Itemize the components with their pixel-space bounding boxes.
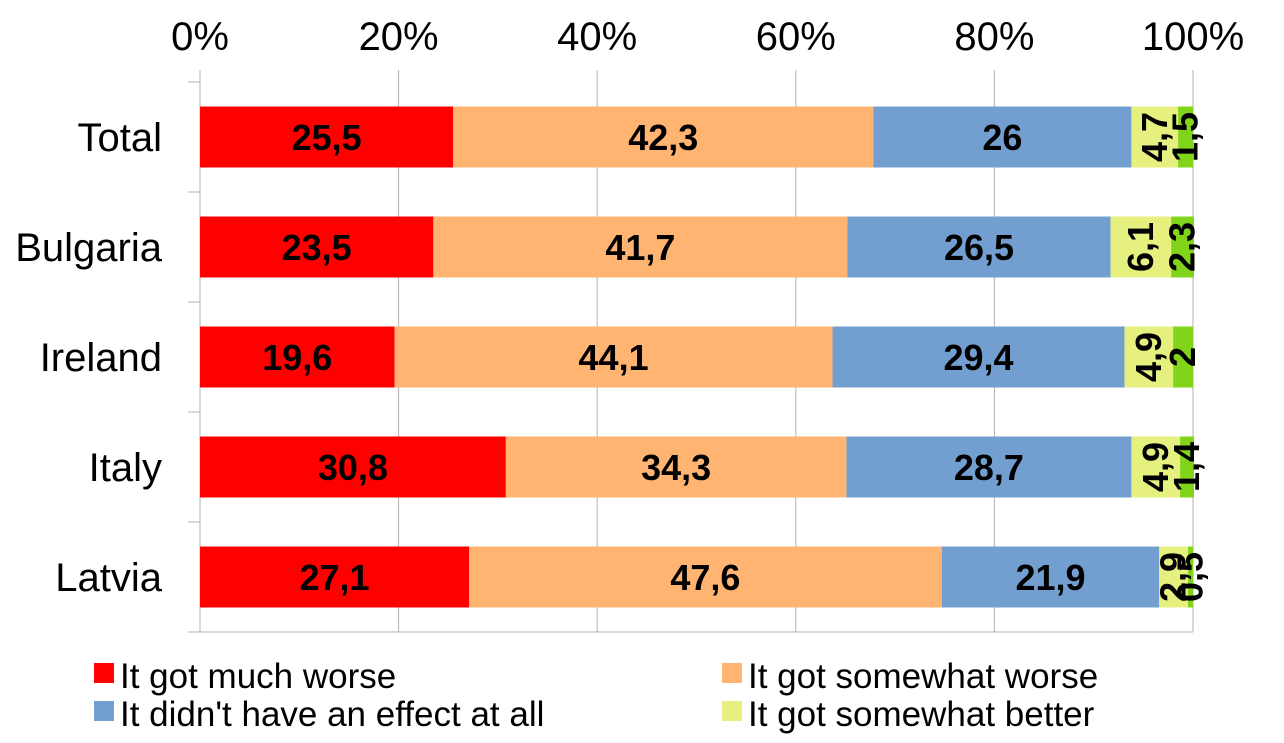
bar-data-label: 42,3: [628, 117, 698, 158]
bar-segment: [941, 546, 1160, 608]
category-label: Ireland: [40, 336, 162, 380]
bar-segment: [433, 216, 848, 278]
legend-swatch: [94, 701, 114, 721]
bar-segment: [200, 106, 454, 168]
legend: It got much worse It got somewhat worseIt…: [94, 657, 1098, 734]
x-tick-label: 100%: [1142, 15, 1244, 59]
bar-data-label: 1,5: [1165, 112, 1206, 162]
bar-segment: [1131, 106, 1179, 168]
bar-data-label: 2: [1162, 347, 1203, 367]
legend-swatch: [94, 663, 114, 683]
bar-data-label: 25,5: [292, 117, 362, 158]
legend-label: It didn't have an effect at all: [120, 695, 544, 734]
bar-data-label: 34,3: [641, 447, 711, 488]
legend-label: It got much worse: [120, 657, 396, 696]
x-tick-label: 60%: [756, 15, 836, 59]
category-label: Bulgaria: [15, 226, 163, 270]
bar-segment: [847, 216, 1111, 278]
bar-segment: [1124, 326, 1174, 388]
bar-data-label: 4,9: [1135, 442, 1176, 492]
bar-data-label: 44,1: [579, 337, 649, 378]
bar-data-label: 6,1: [1120, 222, 1161, 272]
bars: [200, 106, 1194, 608]
bar-segment: [453, 106, 874, 168]
bar-data-label: 21,9: [1015, 557, 1085, 598]
bar-data-label: 30,8: [318, 447, 388, 488]
x-tick-labels: 0% 20% 40% 60% 80% 100%: [171, 15, 1244, 59]
bar-segment: [200, 326, 395, 388]
data-labels: 25,5 42,3 26 4,71,5 23,5 41,7 26,5 6,1 2,3 19,6 44…: [262, 112, 1210, 602]
x-tick-label: 80%: [954, 15, 1034, 59]
bar-segment: [394, 326, 833, 388]
bar-segment: [1131, 436, 1181, 498]
bar-data-label: 26: [982, 117, 1022, 158]
bar-data-label: 26,5: [944, 227, 1014, 268]
bar-data-label: 2,3: [1162, 222, 1203, 272]
bar-segment: [505, 436, 847, 498]
legend-label: It got somewhat worse: [748, 657, 1098, 696]
x-tick-label: 0%: [171, 15, 229, 59]
bar-segment: [1173, 326, 1193, 388]
bar-data-label: 2,9: [1153, 552, 1194, 602]
bar-segment: [200, 546, 470, 608]
legend-label: It got somewhat better: [748, 695, 1095, 734]
category-label: Latvia: [55, 556, 162, 600]
bar-data-label: 1,4: [1166, 442, 1207, 492]
bar-segment: [469, 546, 942, 608]
bar-segment: [1110, 216, 1172, 278]
bar-segment: [200, 216, 434, 278]
bar-data-label: 29,4: [943, 337, 1013, 378]
bar-segment: [873, 106, 1132, 168]
bar-segment: [1178, 106, 1193, 168]
bar-segment: [832, 326, 1125, 388]
category-label: Italy: [89, 446, 162, 490]
x-tick-label: 20%: [359, 15, 439, 59]
bar-data-label: 47,6: [670, 557, 740, 598]
category-label: Total: [78, 116, 163, 160]
bar-data-label: 41,7: [605, 227, 675, 268]
legend-swatch: [722, 701, 742, 721]
legend-swatch: [722, 663, 742, 683]
category-labels: Total Bulgaria Ireland Italy Latvia: [15, 116, 163, 600]
bar-segment: [1188, 546, 1193, 608]
bar-data-label: 27,1: [300, 557, 370, 598]
bar-data-label: 28,7: [954, 447, 1024, 488]
bar-data-label: 0,5: [1170, 552, 1211, 602]
x-tick-label: 40%: [557, 15, 637, 59]
bar-segment: [200, 436, 506, 498]
bar-segment: [1171, 216, 1194, 278]
bar-segment: [1159, 546, 1189, 608]
bar-data-label: 4,9: [1128, 332, 1169, 382]
bar-data-label: 4,7: [1134, 112, 1175, 162]
bar-data-label: 23,5: [282, 227, 352, 268]
bar-segment: [846, 436, 1132, 498]
bar-data-label: 19,6: [262, 337, 332, 378]
bar-segment: [1180, 436, 1194, 498]
